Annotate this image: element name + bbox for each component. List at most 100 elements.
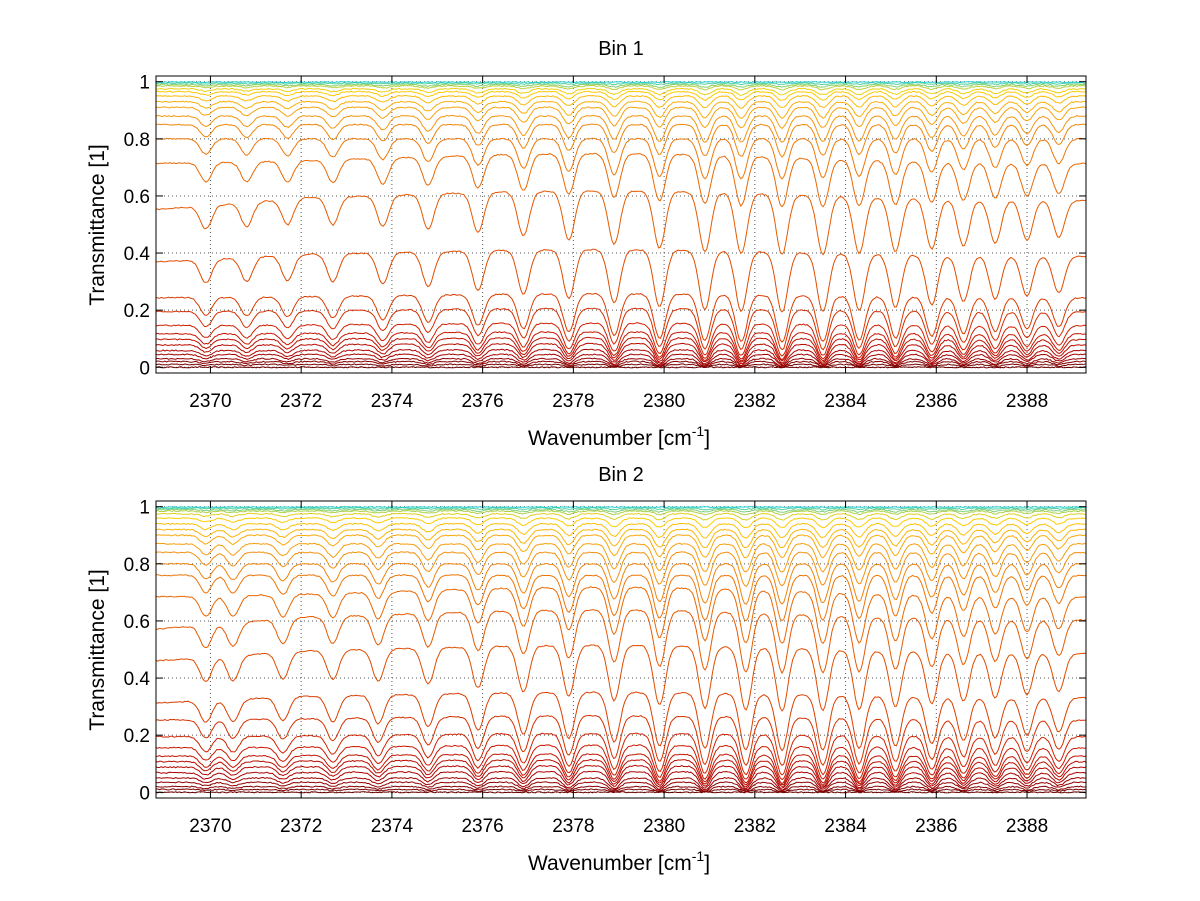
spectrum-line: [155, 517, 1087, 529]
spectrum-line: [155, 758, 1087, 786]
spectrum-line: [155, 94, 1087, 109]
x-tick-label: 2374: [371, 391, 414, 412]
panel-title: Bin 1: [598, 38, 644, 60]
x-tick-label: 2382: [734, 816, 776, 837]
plot-area: [155, 500, 1087, 799]
spectrum-line: [155, 331, 1087, 361]
plot-area: [155, 75, 1087, 374]
y-tick-label: 0.4: [124, 244, 151, 265]
spectrum-line: [155, 81, 1087, 84]
x-tick-label: 2372: [280, 391, 322, 412]
ticks: 2370 2372 2374 2376 2378 2380 2382 2384 2386 2388…: [124, 73, 1086, 412]
y-tick-label: 0.8: [124, 130, 150, 151]
panel-bin-2: Bin 2 2370 2372 2374 2376 2378 2380 2382 2384 23…: [86, 464, 1087, 875]
x-tick-label: 2380: [643, 391, 685, 412]
spectrum-line: [155, 292, 1087, 343]
x-tick-label: 2380: [643, 816, 685, 837]
spectrum-line: [155, 360, 1087, 368]
y-tick-label: 0.2: [124, 726, 150, 747]
spectrum-line: [155, 366, 1087, 369]
spectrum-line: [155, 764, 1087, 788]
spectrum-line: [155, 342, 1087, 364]
spectrum-line: [155, 508, 1087, 513]
x-tick-label: 2388: [1006, 391, 1048, 412]
x-tick-label: 2388: [1006, 816, 1048, 837]
x-axis-label: Wavenumber [cm-1]: [528, 423, 710, 450]
y-tick-label: 1: [139, 498, 150, 519]
spectrum-line: [155, 753, 1087, 785]
spectrum-line: [155, 353, 1087, 367]
y-tick-label: 1: [139, 73, 150, 94]
spectrum-line: [155, 574, 1087, 622]
series-group: [155, 506, 1087, 794]
spectrum-line: [155, 152, 1087, 208]
spectrum-line: [155, 522, 1087, 539]
spectrum-line: [155, 83, 1087, 88]
spectrum-line: [155, 528, 1087, 549]
spectrum-line: [155, 100, 1087, 120]
plot-frame: [155, 500, 1087, 799]
spectrum-line: [155, 190, 1087, 256]
spectrum-line: [155, 84, 1087, 91]
spectrum-line: [155, 551, 1087, 588]
spectrum-line: [155, 691, 1087, 752]
x-tick-label: 2374: [371, 816, 414, 837]
panel-title: Bin 2: [598, 464, 644, 486]
x-tick-label: 2370: [189, 816, 231, 837]
spectrum-line: [155, 714, 1087, 767]
spectrum-line: [155, 744, 1087, 781]
spectrum-line: [155, 781, 1087, 792]
x-tick-label: 2378: [552, 816, 594, 837]
spectrum-line: [155, 137, 1087, 180]
spectrum-line: [155, 322, 1087, 357]
spectrum-line: [155, 542, 1087, 573]
spectrum-line: [155, 114, 1087, 143]
spectrum-line: [156, 770, 1087, 790]
y-axis-label: Transmittance [1]: [86, 569, 109, 730]
spectrum-line: [155, 363, 1087, 368]
spectrum-line: [155, 248, 1086, 313]
spectrum-line: [155, 123, 1087, 158]
spectrum-line: [155, 506, 1086, 509]
x-tick-label: 2384: [824, 816, 867, 837]
spectrum-line: [155, 562, 1087, 605]
x-tick-label: 2386: [915, 816, 957, 837]
x-tick-label: 2378: [552, 391, 594, 412]
spectrum-line: [155, 785, 1087, 793]
y-tick-label: 0: [139, 783, 150, 804]
spectrum-line: [156, 87, 1087, 96]
y-tick-label: 0.8: [124, 555, 150, 576]
spectrum-line: [155, 507, 1087, 511]
panel-bin-1: Bin 1 2370 2372 2374 2376 2378 2380 2382 2384 23…: [86, 38, 1087, 450]
spectrum-line: [155, 357, 1087, 367]
y-tick-label: 0.6: [124, 612, 150, 633]
x-tick-label: 2376: [461, 816, 503, 837]
x-tick-label: 2382: [734, 391, 776, 412]
spectrum-line: [155, 776, 1087, 791]
spectrum-line: [155, 609, 1087, 675]
spectrum-line: [156, 336, 1086, 362]
y-tick-label: 0.4: [124, 669, 151, 690]
spectrum-line: [155, 106, 1087, 130]
spectrum-line: [155, 586, 1087, 645]
x-tick-label: 2376: [461, 391, 503, 412]
spectrum-line: [155, 307, 1087, 351]
x-tick-label: 2384: [824, 391, 867, 412]
spectrum-line: [155, 534, 1087, 559]
spectrum-line: [155, 509, 1087, 516]
x-axis-label: Wavenumber [cm-1]: [528, 848, 710, 875]
spectrum-line: [155, 512, 1087, 521]
y-tick-label: 0.6: [124, 187, 150, 208]
spectrum-line: [155, 791, 1087, 794]
spectrum-line: [155, 348, 1087, 366]
x-tick-label: 2370: [189, 391, 231, 412]
spectrum-line: [156, 732, 1087, 776]
plot-frame: [155, 75, 1087, 374]
ticks: 2370 2372 2374 2376 2378 2380 2382 2384 2386 2388…: [124, 498, 1086, 837]
y-tick-label: 0.2: [124, 301, 150, 322]
spectrum-line: [155, 82, 1087, 86]
series-group: [155, 81, 1087, 369]
y-axis-label: Transmittance [1]: [86, 144, 109, 305]
x-tick-label: 2386: [915, 391, 957, 412]
